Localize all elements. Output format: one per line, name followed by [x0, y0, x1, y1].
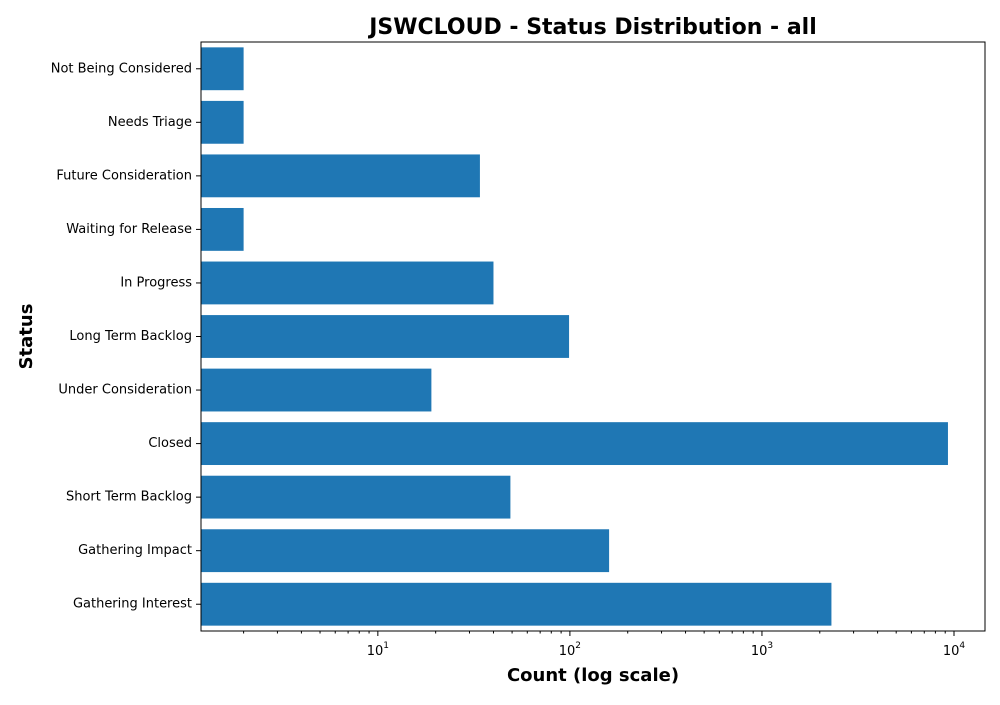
bar — [201, 100, 244, 144]
y-tick-label: Gathering Impact — [78, 543, 192, 558]
bar — [201, 475, 511, 519]
bar — [201, 529, 610, 573]
x-tick-label: 103 — [751, 641, 773, 659]
y-axis: Not Being Considered Needs Triage Future C… — [51, 61, 201, 612]
y-tick-label: Long Term Backlog — [69, 329, 192, 344]
bar — [201, 207, 244, 251]
x-axis-title: Count (log scale) — [507, 665, 679, 686]
y-tick-label: In Progress — [120, 275, 192, 290]
y-tick-label: Under Consideration — [58, 383, 192, 398]
bars-layer — [201, 47, 948, 626]
x-tick-label: 102 — [559, 641, 581, 659]
y-tick-label: Needs Triage — [108, 115, 192, 130]
y-tick-label: Not Being Considered — [51, 61, 192, 76]
y-tick-label: Closed — [148, 436, 192, 451]
bar — [201, 47, 244, 91]
x-axis: 101 102 103 104 — [243, 631, 966, 659]
bar — [201, 154, 480, 198]
chart-title: JSWCLOUD - Status Distribution - all — [367, 15, 817, 40]
bar — [201, 368, 432, 412]
bar — [201, 422, 948, 466]
y-tick-label: Future Consideration — [56, 168, 192, 183]
bar — [201, 315, 570, 358]
bar — [201, 261, 494, 305]
x-tick-label: 104 — [943, 641, 966, 659]
y-tick-label: Short Term Backlog — [66, 490, 192, 505]
y-tick-label: Waiting for Release — [66, 222, 192, 237]
bar — [201, 582, 832, 626]
y-axis-title: Status — [16, 304, 37, 370]
x-tick-label: 101 — [367, 641, 389, 659]
y-tick-label: Gathering Interest — [73, 597, 192, 612]
